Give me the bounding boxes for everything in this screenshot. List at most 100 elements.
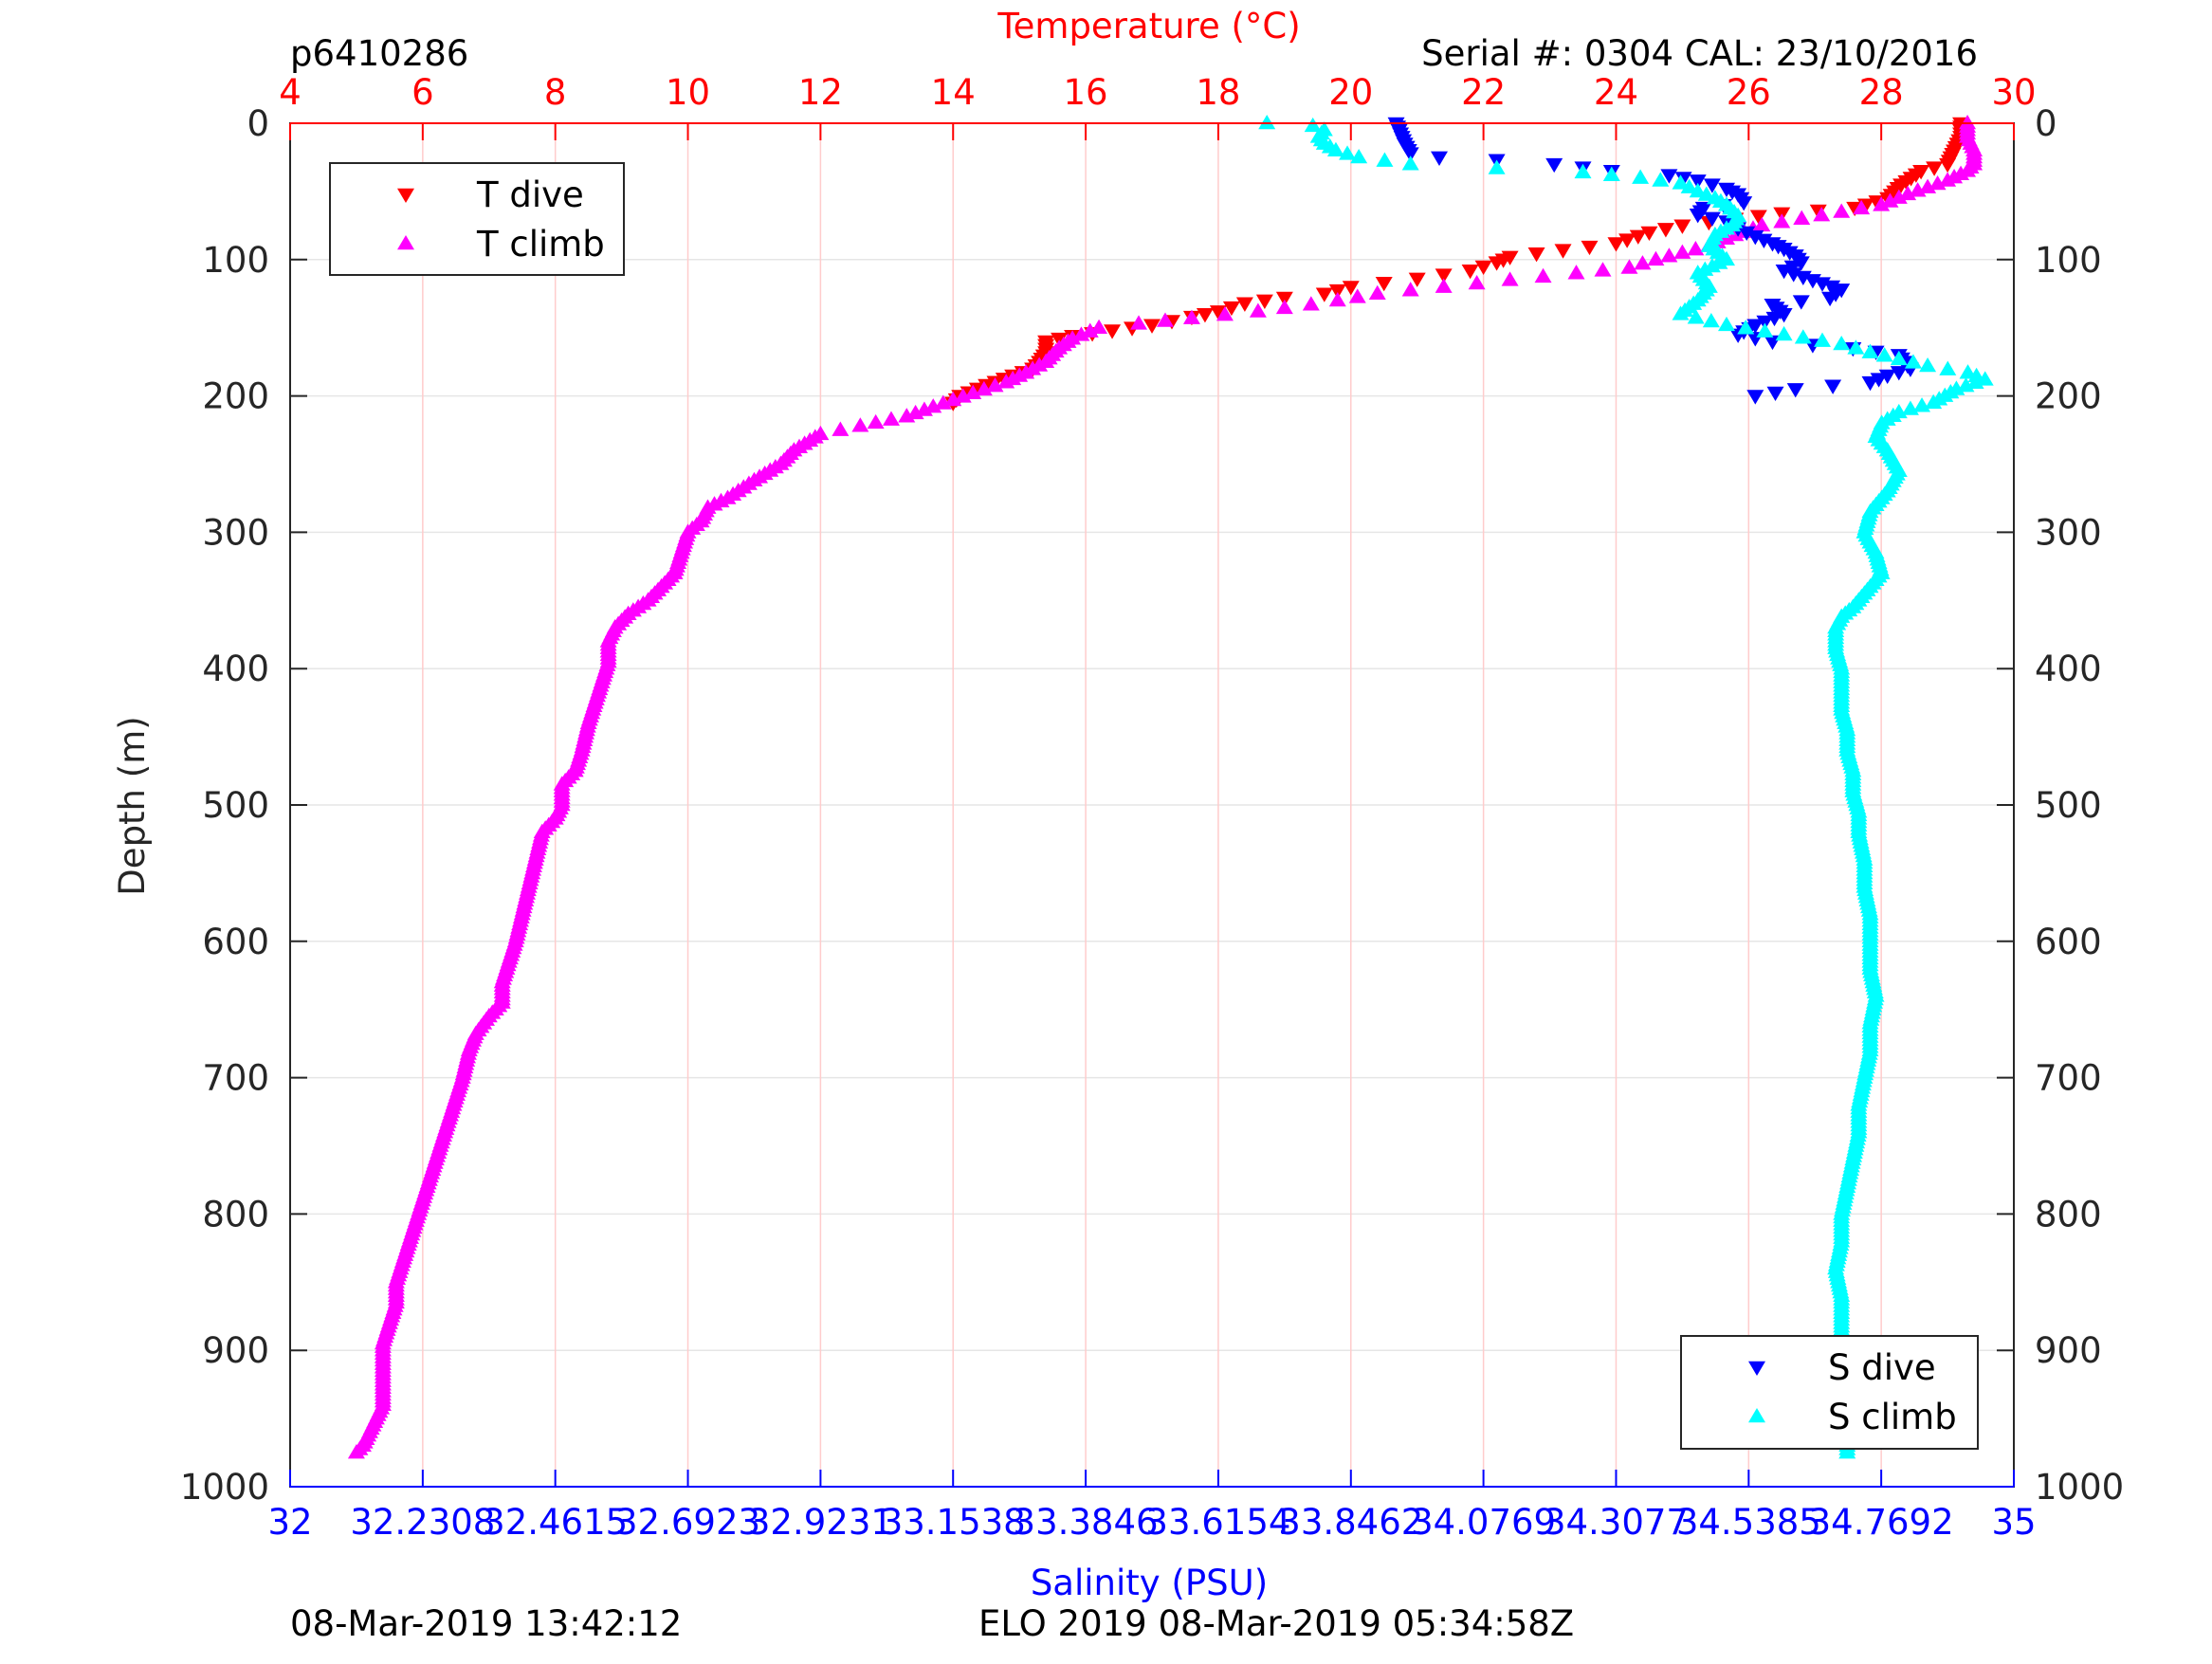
data-point (1488, 159, 1506, 174)
data-point-interpolated (1376, 152, 1394, 167)
depth-tick-label-right: 800 (2035, 1194, 2102, 1234)
data-point (1567, 265, 1585, 280)
temperature-tick-label: 16 (1064, 72, 1108, 113)
data-point (1235, 297, 1253, 312)
data-point-interpolated (1913, 397, 1931, 412)
depth-tick-label-left: 700 (202, 1058, 269, 1099)
data-point-interpolated (1375, 276, 1393, 292)
salinity-tick-label: 32.2308 (350, 1502, 495, 1543)
legend-label-t-dive: T dive (476, 174, 584, 215)
data-point-interpolated (1680, 178, 1698, 193)
legend-marker-s-dive (1748, 1361, 1765, 1376)
data-point (1793, 210, 1811, 225)
data-point-interpolated (1674, 172, 1692, 187)
data-layer (347, 115, 1994, 1459)
data-point (1718, 316, 1735, 332)
data-point-interpolated (1847, 339, 1865, 355)
data-point-interpolated (1602, 166, 1620, 181)
data-point (1925, 393, 1943, 410)
depth-axis-title: Depth (m) (112, 716, 153, 895)
data-point (1647, 250, 1665, 266)
data-point-interpolated (1765, 311, 1783, 327)
temperature-tick-label: 26 (1727, 72, 1771, 113)
legend-top-left: T dive T climb (329, 162, 625, 276)
depth-tick-label-left: 600 (202, 922, 269, 962)
data-point (1727, 226, 1745, 242)
data-point (1833, 335, 1851, 351)
data-point-interpolated (1435, 268, 1453, 283)
data-point-interpolated (1594, 262, 1612, 277)
data-point-interpolated (1652, 172, 1670, 187)
data-point (1554, 244, 1572, 259)
data-point (1673, 244, 1691, 259)
temperature-tick-label: 6 (411, 72, 434, 113)
legend-marker-s-climb (1748, 1408, 1765, 1423)
data-point-interpolated (1527, 247, 1545, 263)
axis-layer: 0 0 100 100 200 200 300 300 400 400 500 500 600 600 70… (180, 72, 2124, 1543)
data-point (1792, 256, 1810, 271)
data-point (1861, 343, 1879, 358)
data-point-interpolated (975, 380, 993, 396)
legend-bottom-right: S dive S climb (1680, 1335, 1979, 1450)
data-point-interpolated (882, 411, 900, 426)
data-point (1735, 196, 1753, 211)
data-point (347, 1444, 365, 1459)
data-point-interpolated (1634, 255, 1652, 270)
data-point-interpolated (1656, 223, 1674, 238)
data-point (1976, 371, 1994, 386)
data-point-interpolated (1792, 295, 1810, 310)
depth-tick-label-right: 100 (2035, 240, 2102, 281)
data-point (1689, 209, 1707, 224)
data-point-interpolated (915, 401, 933, 416)
salinity-tick-label: 32.4615 (483, 1502, 628, 1543)
depth-tick-label-left: 400 (202, 649, 269, 689)
depth-tick-label-right: 300 (2035, 512, 2102, 553)
temperature-tick-label: 30 (1991, 72, 2036, 113)
data-point (1545, 157, 1563, 174)
data-point (1786, 383, 1804, 398)
data-point-interpolated (867, 413, 885, 430)
data-point (1258, 115, 1276, 130)
temperature-tick-label: 14 (931, 72, 976, 113)
salinity-tick-label: 34.5385 (1676, 1502, 1821, 1543)
data-point (1673, 219, 1691, 234)
data-point-interpolated (1901, 400, 1919, 415)
data-point-interpolated (1401, 282, 1419, 297)
data-point (1328, 291, 1346, 307)
data-point (1833, 203, 1851, 218)
salinity-tick-label: 32 (267, 1502, 312, 1543)
data-point-interpolated (944, 391, 962, 407)
data-point-interpolated (1794, 329, 1812, 344)
depth-tick-label-left: 900 (202, 1330, 269, 1371)
data-point (1775, 325, 1793, 341)
data-point-interpolated (1766, 386, 1784, 402)
data-point-interpolated (1703, 211, 1721, 227)
data-point-interpolated (1660, 247, 1678, 263)
series-s-climb (1258, 115, 1994, 1459)
legend-box (329, 162, 625, 276)
salinity-tick-label: 33.1538 (881, 1502, 1026, 1543)
data-point (1408, 272, 1426, 287)
grid-layer (290, 123, 2014, 1487)
data-point-interpolated (1738, 226, 1756, 242)
data-point-interpolated (1853, 199, 1871, 215)
depth-tick-label-right: 500 (2035, 785, 2102, 826)
data-point (1431, 151, 1448, 166)
data-point (997, 374, 1015, 389)
data-point-interpolated (1926, 161, 1944, 176)
plot-time-label: 08-Mar-2019 13:42:12 (290, 1603, 682, 1644)
data-point (1304, 117, 1322, 133)
salinity-tick-label: 33.3846 (1014, 1502, 1159, 1543)
data-point-interpolated (1890, 189, 1908, 204)
data-point-interpolated (1773, 213, 1791, 229)
data-point (1939, 157, 1957, 174)
data-point-interpolated (1783, 260, 1801, 275)
legend-label-s-dive: S dive (1828, 1347, 1936, 1388)
data-point (1342, 281, 1360, 296)
depth-tick-label-right: 900 (2035, 1330, 2102, 1371)
depth-tick-label-left: 200 (202, 376, 269, 417)
temperature-tick-label: 8 (544, 72, 567, 113)
data-point-interpolated (1687, 241, 1705, 256)
temperature-tick-label: 28 (1859, 72, 1904, 113)
